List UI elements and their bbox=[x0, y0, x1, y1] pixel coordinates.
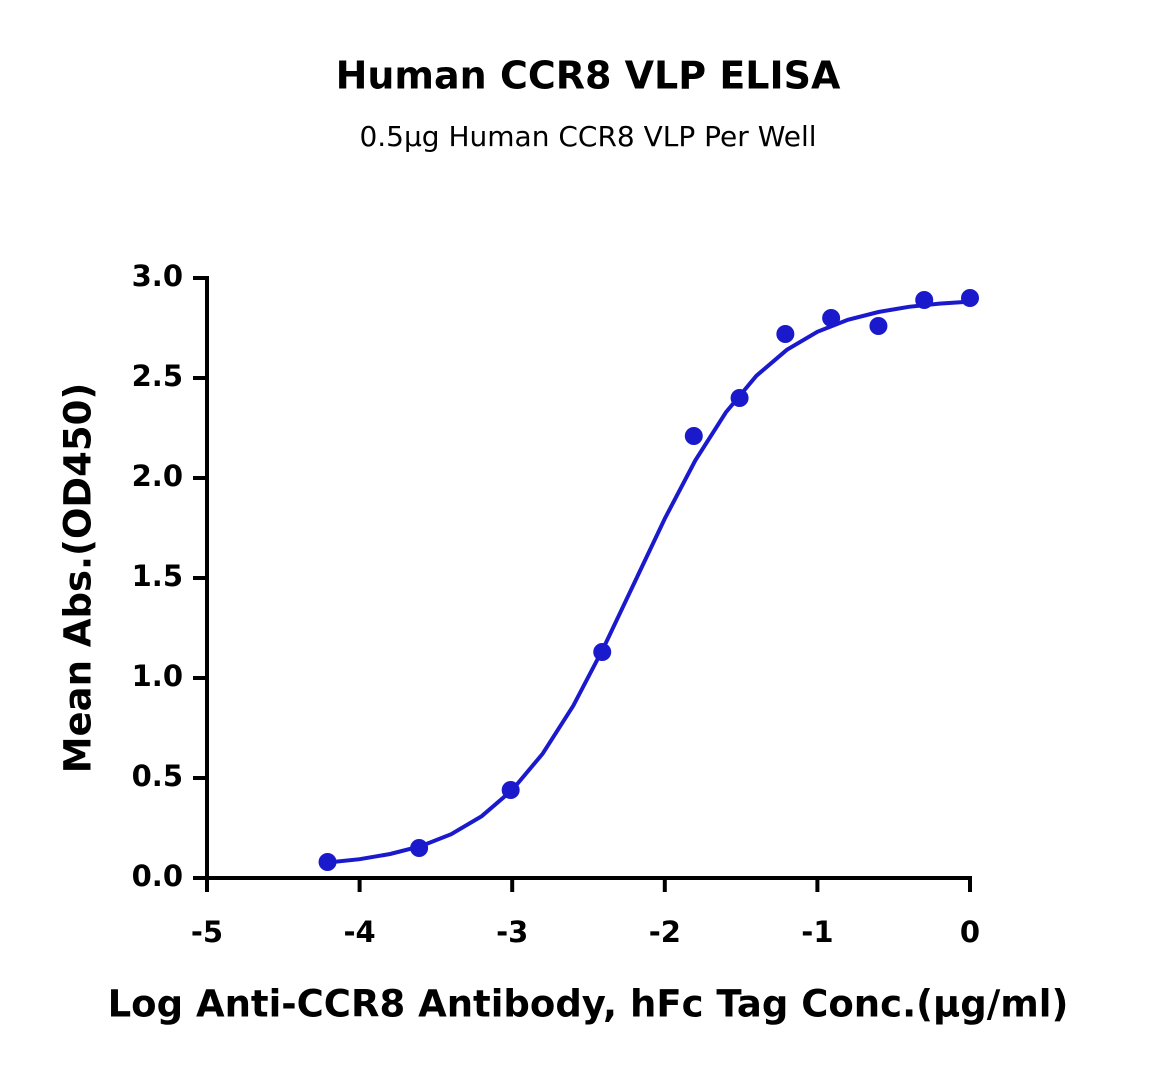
chart-subtitle: 0.5µg Human CCR8 VLP Per Well bbox=[359, 120, 816, 153]
x-tick-label: -4 bbox=[343, 915, 375, 949]
x-tick-label: -5 bbox=[191, 915, 223, 949]
data-point bbox=[776, 325, 795, 343]
data-point bbox=[869, 317, 888, 335]
y-tick-label: 3.0 bbox=[132, 259, 183, 293]
x-axis-label: Log Anti-CCR8 Antibody, hFc Tag Conc.(µg… bbox=[108, 983, 1069, 1026]
data-point bbox=[961, 289, 979, 307]
y-tick-label: 0.5 bbox=[132, 759, 183, 793]
x-tick-label: -1 bbox=[801, 915, 833, 949]
x-tick-label: -3 bbox=[496, 915, 528, 949]
fit-curve bbox=[328, 299, 971, 865]
x-tick-label: -2 bbox=[649, 915, 681, 949]
y-tick-label: 0.0 bbox=[132, 859, 183, 893]
data-point bbox=[318, 853, 337, 871]
chart-title: Human CCR8 VLP ELISA bbox=[336, 54, 841, 98]
x-tick-label: 0 bbox=[960, 915, 980, 949]
y-tick-label: 2.5 bbox=[132, 359, 183, 393]
y-tick-label: 2.0 bbox=[132, 459, 183, 493]
y-axis-label: Mean Abs.(OD450) bbox=[57, 383, 100, 774]
y-tick-label: 1.5 bbox=[132, 559, 183, 593]
y-tick-label: 1.0 bbox=[132, 659, 183, 693]
data-point bbox=[684, 427, 703, 445]
